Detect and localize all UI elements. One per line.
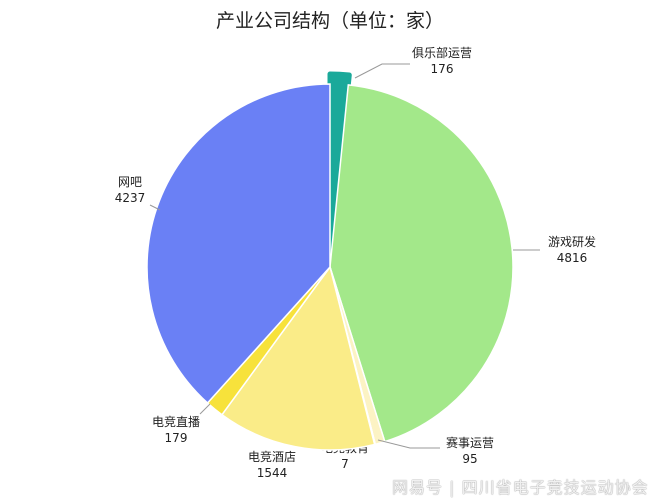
leader-line-5 xyxy=(199,403,211,415)
slice-label-2: 赛事运营 xyxy=(446,435,494,450)
slice-label-4: 电竞酒店 xyxy=(248,450,296,464)
watermark: 网易号 | 四川省电子竞技运动协会 xyxy=(392,478,649,497)
slice-value-1: 4816 xyxy=(557,251,588,265)
pie-slice-1 xyxy=(329,84,514,443)
leader-line-2 xyxy=(377,439,440,449)
slice-value-2: 95 xyxy=(462,452,477,466)
chart-title: 产业公司结构（单位：家） xyxy=(215,10,444,32)
slice-value-3: 7 xyxy=(341,457,349,471)
slice-value-6: 4237 xyxy=(115,191,146,205)
leader-line-6 xyxy=(149,204,161,211)
slice-label-5: 电竞直播 xyxy=(152,415,200,429)
pie-slice-4 xyxy=(220,265,376,451)
slice-label-6: 网吧 xyxy=(118,175,142,189)
slice-value-0: 176 xyxy=(431,62,454,76)
slice-label-0: 俱乐部运营 xyxy=(412,45,472,60)
slice-value-5: 179 xyxy=(165,431,188,445)
pie-slice-6 xyxy=(146,83,331,405)
slice-value-4: 1544 xyxy=(257,466,288,480)
leader-line-0 xyxy=(354,63,410,79)
slice-label-1: 游戏研发 xyxy=(548,234,596,249)
